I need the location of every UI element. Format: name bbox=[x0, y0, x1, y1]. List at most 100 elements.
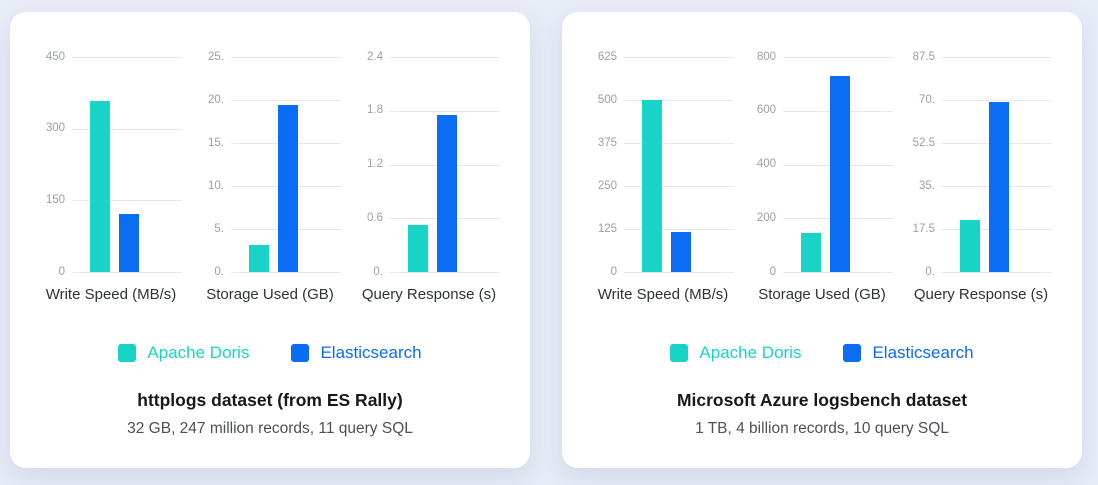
y-tick-label: 0 bbox=[769, 265, 776, 278]
doris-legend-label: Apache Doris bbox=[147, 343, 250, 362]
gridline bbox=[942, 57, 1052, 58]
mini-bar-chart: 2.4 1.8 1.2 0.6 0. Query Response (s) bbox=[358, 51, 500, 303]
plot-area: 800 600 400 200 0 bbox=[751, 51, 893, 278]
legend-item-apache-doris: Apache Doris bbox=[670, 343, 801, 363]
mini-bar-chart: 625 500 375 250 125 0 Write Speed (MB/s) bbox=[592, 51, 734, 303]
legend: Apache Doris Elasticsearch bbox=[40, 343, 500, 363]
y-tick-label: 0 bbox=[58, 265, 65, 278]
plot-area: 25. 20. 15. 10. 5. 0. bbox=[199, 51, 341, 278]
mini-bar-chart: 800 600 400 200 0 Storage Used (GB) bbox=[751, 51, 893, 303]
y-tick-label: 250 bbox=[597, 179, 617, 192]
y-tick-label: 0.6 bbox=[367, 211, 383, 224]
gridline bbox=[624, 186, 734, 187]
benchmark-comparison-page: 450 300 150 0 Write Speed (MB/s) 25. 20. 15. 10.… bbox=[10, 12, 1082, 468]
y-axis: 625 500 375 250 125 0 bbox=[592, 51, 624, 278]
legend-item-elasticsearch: Elasticsearch bbox=[291, 343, 422, 363]
dataset-title: Microsoft Azure logsbench dataset bbox=[676, 390, 968, 410]
plot-grid bbox=[942, 57, 1052, 273]
doris-bar bbox=[407, 225, 428, 272]
y-tick-label: 15. bbox=[208, 136, 224, 149]
y-tick-label: 70. bbox=[919, 93, 935, 106]
y-tick-label: 1.2 bbox=[367, 158, 383, 170]
gridline bbox=[624, 229, 734, 230]
chart-title: Query Response (s) bbox=[913, 286, 1049, 303]
y-tick-label: 87.5 bbox=[912, 50, 935, 63]
y-tick-label: 0. bbox=[214, 265, 224, 278]
bar-group bbox=[89, 57, 139, 272]
elasticsearch-legend-swatch bbox=[291, 344, 310, 362]
doris-legend-swatch bbox=[118, 344, 137, 362]
y-axis: 800 600 400 200 0 bbox=[751, 51, 783, 278]
gridline bbox=[231, 100, 341, 101]
y-tick-label: 125 bbox=[597, 222, 617, 235]
bar-group bbox=[800, 57, 850, 272]
y-axis: 2.4 1.8 1.2 0.6 0. bbox=[358, 51, 390, 278]
y-tick-label: 0 bbox=[610, 265, 617, 278]
plot-grid bbox=[783, 57, 893, 273]
y-tick-label: 0. bbox=[373, 265, 383, 278]
bar-group bbox=[959, 57, 1009, 272]
y-tick-label: 17.5 bbox=[912, 222, 935, 235]
dataset-subtitle: 32 GB, 247 million records, 11 query SQL bbox=[127, 420, 413, 437]
elasticsearch-bar bbox=[436, 115, 457, 272]
y-tick-label: 52.5 bbox=[912, 136, 935, 149]
y-tick-label: 20. bbox=[208, 93, 224, 106]
gridline bbox=[624, 143, 734, 144]
y-tick-label: 600 bbox=[756, 104, 776, 117]
bar-group bbox=[407, 57, 457, 272]
elasticsearch-bar bbox=[829, 75, 850, 272]
y-tick-label: 300 bbox=[45, 122, 65, 135]
legend-item-apache-doris: Apache Doris bbox=[118, 343, 249, 363]
y-tick-label: 10. bbox=[208, 179, 224, 192]
elasticsearch-bar bbox=[277, 105, 298, 272]
chart-title: Write Speed (MB/s) bbox=[45, 286, 177, 303]
legend: Apache Doris Elasticsearch bbox=[592, 343, 1052, 363]
gridline bbox=[783, 57, 893, 58]
doris-bar bbox=[641, 100, 662, 272]
gridline bbox=[624, 272, 734, 273]
doris-bar bbox=[800, 233, 821, 272]
y-axis: 25. 20. 15. 10. 5. 0. bbox=[199, 51, 231, 278]
y-tick-label: 450 bbox=[45, 50, 65, 63]
gridline bbox=[72, 57, 182, 58]
gridline bbox=[231, 57, 341, 58]
elasticsearch-bar bbox=[988, 102, 1009, 272]
elasticsearch-legend-swatch bbox=[843, 344, 862, 362]
gridline bbox=[942, 272, 1052, 273]
y-tick-label: 2.4 bbox=[367, 50, 383, 63]
y-tick-label: 0. bbox=[925, 265, 935, 278]
plot-grid bbox=[231, 57, 341, 273]
mini-bar-chart: 87.5 70. 52.5 35. 17.5 0. Query Response (s) bbox=[910, 51, 1052, 303]
gridline bbox=[390, 57, 500, 58]
elasticsearch-legend-label: Elasticsearch bbox=[320, 343, 422, 362]
benchmark-card-httplogs: 450 300 150 0 Write Speed (MB/s) 25. 20. 15. 10.… bbox=[10, 12, 530, 468]
mini-bar-chart: 450 300 150 0 Write Speed (MB/s) bbox=[40, 51, 182, 303]
legend-item-elasticsearch: Elasticsearch bbox=[843, 343, 974, 363]
chart-row: 450 300 150 0 Write Speed (MB/s) 25. 20. 15. 10.… bbox=[40, 51, 500, 303]
mini-bar-chart: 25. 20. 15. 10. 5. 0. Storage Used (GB) bbox=[199, 51, 341, 303]
gridline bbox=[624, 100, 734, 101]
y-tick-label: 5. bbox=[214, 222, 224, 235]
doris-bar bbox=[89, 101, 110, 272]
doris-bar bbox=[248, 245, 269, 272]
doris-bar bbox=[959, 220, 980, 272]
plot-grid bbox=[390, 57, 500, 273]
y-tick-label: 150 bbox=[45, 193, 65, 206]
gridline bbox=[783, 272, 893, 273]
y-tick-label: 625 bbox=[597, 50, 617, 63]
y-tick-label: 200 bbox=[756, 211, 776, 224]
elasticsearch-bar bbox=[118, 213, 139, 272]
gridline bbox=[390, 272, 500, 273]
dataset-title: httplogs dataset (from ES Rally) bbox=[137, 390, 403, 410]
elasticsearch-bar bbox=[670, 232, 691, 272]
doris-legend-swatch bbox=[670, 344, 689, 362]
gridline bbox=[72, 128, 182, 130]
gridline bbox=[624, 57, 734, 58]
bar-group bbox=[641, 57, 691, 272]
y-tick-label: 500 bbox=[597, 93, 617, 106]
plot-area: 625 500 375 250 125 0 bbox=[592, 51, 734, 278]
y-axis: 87.5 70. 52.5 35. 17.5 0. bbox=[910, 51, 942, 278]
y-tick-label: 800 bbox=[756, 50, 776, 63]
doris-legend-label: Apache Doris bbox=[699, 343, 802, 362]
gridline bbox=[72, 200, 182, 202]
